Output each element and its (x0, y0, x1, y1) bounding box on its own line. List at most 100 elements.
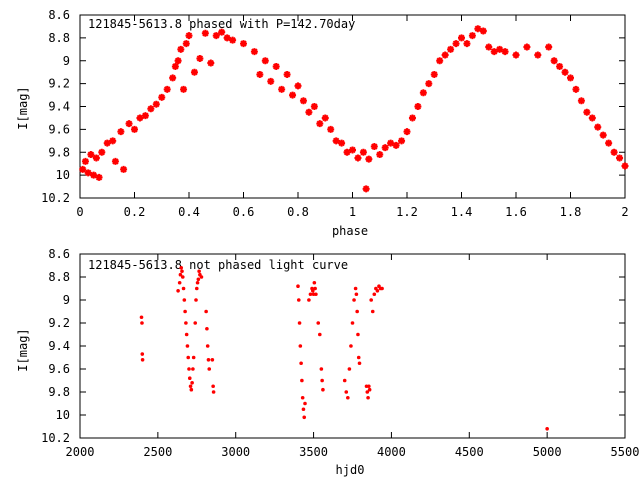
phased-data-point (289, 91, 297, 99)
unphased-data-point (182, 298, 187, 302)
unphased-data-point (204, 309, 208, 314)
unphased-data-point (190, 381, 194, 385)
unphased-data-point (352, 298, 356, 302)
phased-y-tick-label: 9.2 (48, 77, 70, 91)
phased-x-tick-label: 1.4 (451, 205, 473, 219)
phased-data-point (207, 59, 215, 67)
unphased-data-point (300, 395, 305, 400)
unphased-data-point (299, 361, 303, 366)
phased-data-point (141, 112, 149, 120)
unphased-x-tick-label: 3500 (299, 445, 328, 459)
unphased-data-point (197, 269, 201, 274)
unphased-data-point (353, 286, 358, 291)
unphased-data-point (183, 309, 187, 314)
phased-x-axis-label: phase (332, 224, 368, 238)
phased-data-point (201, 29, 209, 37)
unphased-data-point (310, 289, 315, 293)
phased-data-point (147, 105, 155, 113)
unphased-data-point (316, 321, 321, 325)
phased-x-tick-label: 2 (621, 205, 628, 219)
unphased-data-point (140, 321, 144, 325)
phased-data-point (583, 108, 591, 116)
phased-data-point (381, 144, 389, 152)
unphased-data-point (319, 367, 324, 371)
unphased-data-point (211, 390, 216, 394)
phased-y-tick-label: 10.2 (41, 191, 70, 205)
unphased-data-point (191, 367, 195, 371)
unphased-data-point (180, 269, 184, 274)
phased-data-point (305, 108, 313, 116)
phased-data-point (621, 162, 629, 170)
unphased-data-point (355, 309, 359, 314)
phased-data-point (398, 137, 406, 145)
phased-y-tick-label: 8.6 (48, 8, 70, 22)
phased-data-point (616, 154, 624, 162)
unphased-data-point (178, 272, 183, 277)
phased-data-point (419, 89, 427, 97)
unphased-data-point (195, 280, 200, 285)
phased-y-tick-label: 9.6 (48, 122, 70, 136)
phased-data-point (408, 114, 416, 122)
phased-data-point (332, 137, 340, 145)
unphased-data-point (367, 387, 372, 392)
phased-data-point (441, 51, 449, 59)
phased-data-point (136, 114, 144, 122)
phased-data-point (180, 85, 188, 93)
unphased-data-point (354, 292, 359, 297)
unphased-x-tick-label: 2500 (143, 445, 172, 459)
phased-data-point (98, 148, 106, 156)
unphased-x-tick-label: 3000 (221, 445, 250, 459)
unphased-data-point (314, 292, 318, 297)
phased-data-point (403, 128, 411, 136)
phased-x-tick-label: 1.8 (560, 205, 582, 219)
phased-data-point (468, 32, 476, 40)
phased-data-point (278, 85, 286, 93)
unphased-data-point (177, 280, 182, 285)
unphased-data-point (301, 407, 306, 412)
phased-data-point (463, 40, 471, 48)
unphased-data-point (187, 376, 192, 381)
phased-data-point (349, 146, 356, 154)
unphased-y-tick-label: 9 (63, 293, 70, 307)
unphased-data-point (176, 289, 180, 293)
phased-x-tick-label: 1.6 (505, 205, 527, 219)
unphased-data-point (357, 361, 362, 366)
phased-data-point (267, 77, 275, 85)
phased-x-tick-label: 0.4 (178, 205, 200, 219)
unphased-data-point (366, 395, 370, 400)
phased-x-tick-label: 0.8 (287, 205, 309, 219)
phased-data-point (125, 120, 133, 128)
unphased-data-point (367, 384, 371, 389)
phased-data-point (365, 155, 373, 163)
unphased-data-point (140, 352, 145, 356)
unphased-data-point (342, 378, 347, 383)
unphased-data-point (184, 332, 189, 337)
phased-data-point (90, 171, 98, 179)
unphased-data-point (303, 401, 307, 406)
phased-y-axis-label: I[mag] (16, 86, 30, 129)
phased-y-tick-label: 9.8 (48, 145, 70, 159)
unphased-data-point (194, 286, 199, 291)
phased-x-tick-label: 0.6 (233, 205, 255, 219)
unphased-x-tick-label: 5000 (533, 445, 562, 459)
unphased-data-point (356, 332, 360, 337)
unphased-data-point (207, 367, 212, 371)
unphased-data-point (308, 292, 313, 297)
unphased-data-point (302, 415, 307, 420)
phased-data-point (343, 148, 351, 156)
unphased-data-point (188, 384, 193, 389)
phased-data-point (299, 97, 307, 105)
phased-chart-title: 121845-5613.8 phased with P=142.70day (88, 17, 355, 31)
phased-data-point (362, 185, 370, 193)
unphased-data-point (296, 284, 300, 289)
phased-data-point (414, 103, 422, 110)
phased-data-point (545, 43, 553, 51)
unphased-y-tick-label: 8.6 (48, 247, 70, 261)
unphased-data-point (179, 266, 184, 270)
unphased-data-point (380, 286, 384, 291)
unphased-y-tick-label: 10 (56, 408, 70, 422)
unphased-data-point (184, 321, 188, 325)
unphased-data-point (369, 298, 373, 302)
unphased-x-tick-label: 5500 (611, 445, 640, 459)
